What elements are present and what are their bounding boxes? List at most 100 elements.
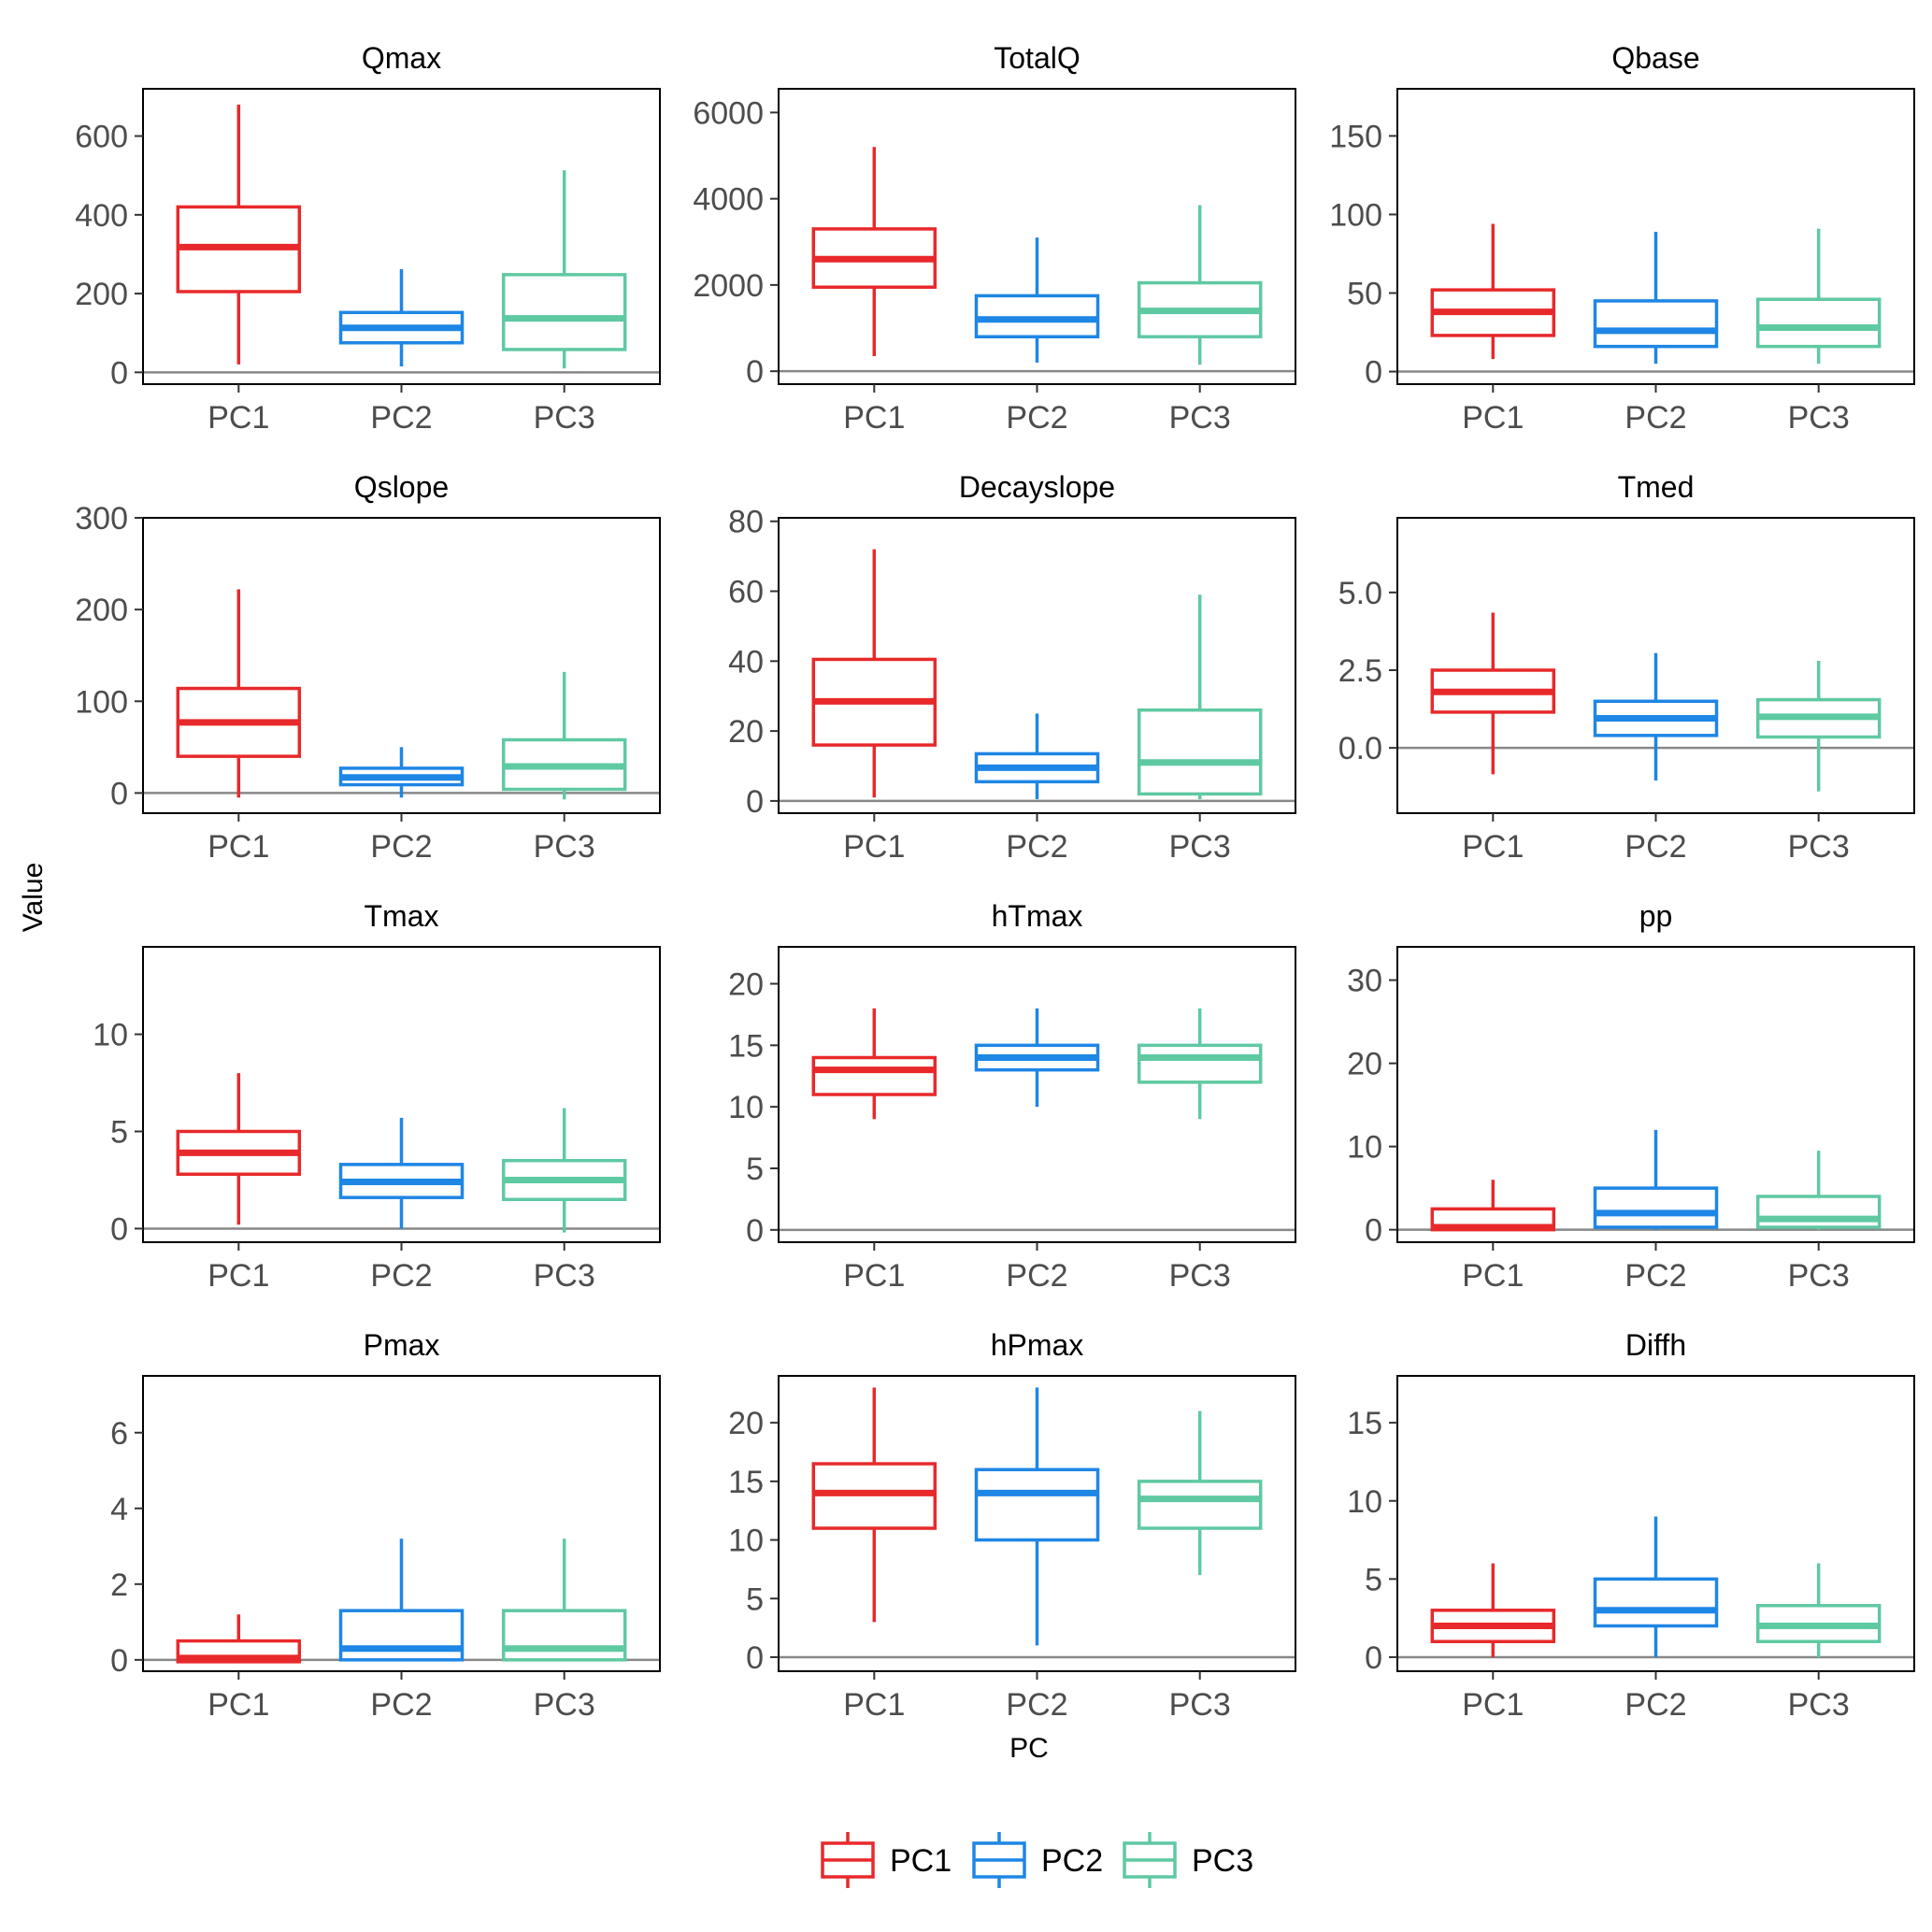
box-pc2 (1593, 652, 1719, 781)
y-tick-label: 2.5 (1338, 653, 1382, 689)
box-pc2 (1593, 1129, 1719, 1230)
panel-title: hTmax (992, 899, 1083, 933)
box-pc1 (811, 549, 937, 798)
legend-label: PC2 (1041, 1843, 1103, 1879)
y-tick-label: 0 (1365, 355, 1382, 391)
panel-diffh: Diffh 0 5 10 15 PC1 PC2 PC3 (1347, 1328, 1915, 1723)
x-axis-title: PC (1009, 1733, 1049, 1764)
iqr-box (1755, 1195, 1882, 1229)
legend: PC1 PC2 PC3 (821, 1832, 1253, 1888)
x-tick-label: PC2 (1006, 829, 1067, 865)
panel-htmax: hTmax 0 5 10 15 20 PC1 PC2 PC3 (728, 899, 1296, 1294)
y-tick-label: 5 (1365, 1562, 1382, 1597)
box-pc2 (338, 747, 465, 798)
iqr-box (1593, 1577, 1719, 1628)
x-tick-label: PC1 (1462, 829, 1524, 865)
panel-decayslope: Decayslope 0 20 40 60 80 PC1 PC2 PC3 (728, 470, 1296, 865)
x-tick-label: PC2 (1624, 400, 1686, 436)
y-tick-label: 20 (728, 967, 764, 1003)
y-tick-label: 20 (728, 1406, 764, 1441)
x-tick-label: PC3 (1788, 1258, 1850, 1294)
y-tick-label: 10 (728, 1524, 764, 1559)
box-pc1 (811, 147, 937, 357)
y-tick-label: 300 (75, 501, 128, 537)
iqr-box (974, 1467, 1100, 1542)
x-tick-label: PC3 (1788, 1687, 1850, 1723)
legend-entry-pc3: PC3 (1123, 1832, 1253, 1888)
y-tick-label: 100 (75, 684, 128, 720)
y-tick-label: 0 (1365, 1213, 1382, 1249)
panel-pp: pp 0 10 20 30 PC1 PC2 PC3 (1347, 899, 1915, 1294)
iqr-box (1137, 1043, 1263, 1084)
panel-qbase: Qbase 0 50 100 150 PC1 PC2 PC3 (1329, 41, 1915, 436)
box-pc2 (974, 237, 1100, 363)
panel-hpmax: hPmax 0 5 10 15 20 PC1 PC2 PC3 (728, 1328, 1296, 1723)
panel-title: Qslope (354, 470, 449, 504)
y-tick-label: 2000 (693, 268, 764, 304)
panel-title: TotalQ (994, 41, 1080, 75)
panel-title: hPmax (991, 1328, 1084, 1362)
x-tick-label: PC3 (1169, 1258, 1231, 1294)
x-tick-label: PC1 (843, 829, 905, 865)
box-pc2 (974, 1008, 1100, 1108)
box-pc1 (176, 1073, 302, 1225)
box-pc3 (1755, 661, 1882, 792)
y-tick-label: 15 (728, 1465, 764, 1500)
box-pc1 (176, 589, 302, 798)
y-tick-label: 0 (110, 776, 128, 811)
legend-label: PC3 (1192, 1843, 1253, 1879)
x-tick-label: PC1 (1462, 1258, 1524, 1294)
y-tick-label: 0 (746, 1640, 764, 1676)
panel-tmed: Tmed 0.0 2.5 5.0 PC1 PC2 PC3 (1338, 470, 1915, 865)
y-tick-label: 200 (75, 277, 128, 312)
x-tick-label: PC2 (1624, 1687, 1686, 1723)
y-tick-label: 15 (1347, 1406, 1382, 1441)
x-tick-label: PC1 (208, 829, 269, 865)
y-tick-label: 200 (75, 593, 128, 628)
y-tick-label: 10 (1347, 1130, 1382, 1166)
y-tick-label: 10 (1347, 1484, 1382, 1520)
panel-title: Decayslope (959, 470, 1115, 504)
box-pc1 (1430, 223, 1556, 360)
iqr-box (811, 1055, 937, 1096)
panel-title: Tmed (1618, 470, 1695, 504)
x-tick-label: PC3 (534, 829, 595, 865)
x-tick-label: PC2 (1624, 1258, 1686, 1294)
panel-qmax: Qmax 0 200 400 600 PC1 PC2 PC3 (75, 41, 661, 436)
box-pc3 (1137, 594, 1263, 800)
panel-qslope: Qslope 0 100 200 300 PC1 PC2 PC3 (75, 470, 661, 865)
y-tick-label: 10 (93, 1018, 128, 1053)
y-tick-label: 2 (110, 1567, 128, 1603)
legend-entry-pc1: PC1 (821, 1832, 952, 1888)
box-pc2 (338, 268, 465, 367)
y-tick-label: 5.0 (1338, 576, 1382, 611)
y-tick-label: 60 (728, 575, 764, 610)
box-pc3 (501, 671, 627, 800)
y-tick-label: 15 (728, 1028, 764, 1064)
y-tick-label: 0.0 (1338, 731, 1382, 766)
y-tick-label: 0 (1365, 1640, 1382, 1676)
y-tick-label: 40 (728, 644, 764, 680)
x-tick-label: PC1 (1462, 400, 1524, 436)
box-pc1 (176, 104, 302, 365)
x-tick-label: PC3 (1788, 829, 1850, 865)
y-tick-label: 600 (75, 120, 128, 155)
iqr-box (338, 1609, 465, 1662)
panel-tmax: Tmax 0 5 10 PC1 PC2 PC3 (93, 899, 661, 1294)
y-axis-title: Value (18, 863, 49, 933)
iqr-box (1137, 1480, 1263, 1530)
x-tick-label: PC3 (534, 400, 595, 436)
box-pc2 (338, 1538, 465, 1662)
iqr-box (1593, 299, 1719, 349)
y-tick-label: 0 (746, 354, 764, 390)
y-tick-label: 6000 (693, 95, 764, 131)
y-tick-label: 5 (746, 1152, 764, 1187)
box-pc2 (338, 1117, 465, 1229)
box-pc3 (1137, 205, 1263, 365)
box-pc1 (811, 1387, 937, 1623)
box-pc3 (1755, 1151, 1882, 1230)
y-tick-label: 50 (1347, 277, 1382, 312)
box-pc3 (1137, 1410, 1263, 1576)
box-pc1 (811, 1008, 937, 1120)
